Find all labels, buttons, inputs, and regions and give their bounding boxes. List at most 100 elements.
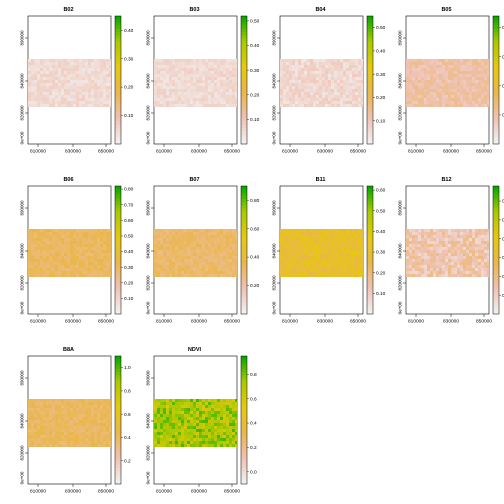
raster-cell [31,408,34,411]
raster-cell [226,71,229,74]
raster-cell [433,98,436,101]
raster-cell [343,235,346,238]
raster-cell [160,411,163,414]
raster-cell [208,268,211,271]
colorbar-swatch [493,192,499,196]
raster-cell [103,414,106,417]
raster-cell [58,265,61,268]
raster-cell [76,402,79,405]
raster-cell [424,92,427,95]
colorbar-swatch [367,269,373,273]
raster-cell [70,423,73,426]
raster-cell [97,438,100,441]
raster-cell [442,86,445,89]
raster-cell [175,402,178,405]
raster-cell [154,62,157,65]
raster-cell [193,74,196,77]
raster-cell [319,77,322,80]
raster-cell [415,65,418,68]
raster-cell [409,59,412,62]
raster-cell [463,274,466,277]
raster-cell [106,429,109,432]
raster-cell [76,98,79,101]
colorbar-swatch [241,19,247,23]
raster-cell [55,74,58,77]
raster-cell [280,71,283,74]
colorbar: 0.100.200.300.40 [492,15,504,145]
colorbar-swatch [493,80,499,84]
raster-cell [289,247,292,250]
raster-cell [232,256,235,259]
raster-cell [283,80,286,83]
raster-cell [85,62,88,65]
raster-cell [460,241,463,244]
raster-cell [46,238,49,241]
raster-cell [55,423,58,426]
raster-cell [73,423,76,426]
raster-cell [226,247,229,250]
raster-cell [421,253,424,256]
raster-cell [334,98,337,101]
colorbar-swatch [241,121,247,126]
raster-cell [283,98,286,101]
raster-cell [454,68,457,71]
raster-cell [109,238,111,241]
raster-cell [337,74,340,77]
raster-cell [328,77,331,80]
raster-cell [409,271,412,274]
raster-cell [304,250,307,253]
raster-cell [415,259,418,262]
raster-cell [181,417,184,420]
raster-cell [106,89,109,92]
raster-cell [424,80,427,83]
raster-cell [307,83,310,86]
raster-cell [214,259,217,262]
raster-cell [199,74,202,77]
raster-cell [64,101,67,104]
colorbar-swatch [115,96,121,100]
raster-cell [220,426,223,429]
raster-cell [478,80,481,83]
raster-cell [91,408,94,411]
raster-cell [100,411,103,414]
raster-cell [358,98,361,101]
raster-cell [475,83,478,86]
raster-cell [34,414,37,417]
raster-cell [331,238,334,241]
raster-cell [88,235,91,238]
raster-cell [169,411,172,414]
raster-cell [181,423,184,426]
raster-cell [70,402,73,405]
raster-cell [52,265,55,268]
colorbar-swatch [367,108,373,113]
colorbar-swatch [493,121,499,126]
raster-cell [412,89,415,92]
raster-cell [40,435,43,438]
raster-cell [349,92,352,95]
raster-cell [181,68,184,71]
raster-cell [109,432,111,435]
raster-cell [472,238,475,241]
raster-cell [43,77,46,80]
colorbar-tick-label: 0.50 [502,217,504,223]
raster-cell [160,271,163,274]
raster-cell [235,274,237,277]
raster-cell [466,86,469,89]
raster-cell [61,408,64,411]
raster-cell [343,241,346,244]
raster-cell [100,250,103,253]
raster-cell [424,235,427,238]
raster-cell [424,265,427,268]
raster-cell [109,68,111,71]
raster-cell [421,268,424,271]
raster-cell [28,435,31,438]
raster-cell [172,417,175,420]
raster-cell [106,235,109,238]
raster-cell [304,68,307,71]
raster-cell [199,411,202,414]
raster-cell [358,71,361,74]
raster-cell [28,271,31,274]
colorbar-swatch [367,128,373,132]
raster-cell [85,68,88,71]
raster-cell [199,229,202,232]
